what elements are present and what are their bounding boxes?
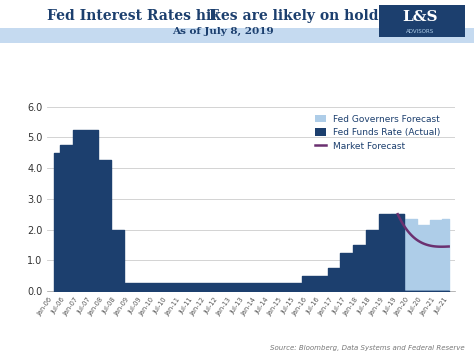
- Text: Source: Bloomberg, Data Systems and Federal Reserve: Source: Bloomberg, Data Systems and Fede…: [270, 345, 465, 351]
- Legend: Fed Governers Forecast, Fed Funds Rate (Actual), Market Forecast: Fed Governers Forecast, Fed Funds Rate (…: [313, 113, 442, 153]
- Text: F: F: [209, 9, 219, 23]
- Text: L&S: L&S: [402, 10, 438, 24]
- Text: ADVISORS: ADVISORS: [406, 29, 434, 34]
- Text: Fed Interest Rates hikes are likely on hold: Fed Interest Rates hikes are likely on h…: [47, 9, 379, 23]
- Text: As of July 8, 2019: As of July 8, 2019: [172, 27, 273, 36]
